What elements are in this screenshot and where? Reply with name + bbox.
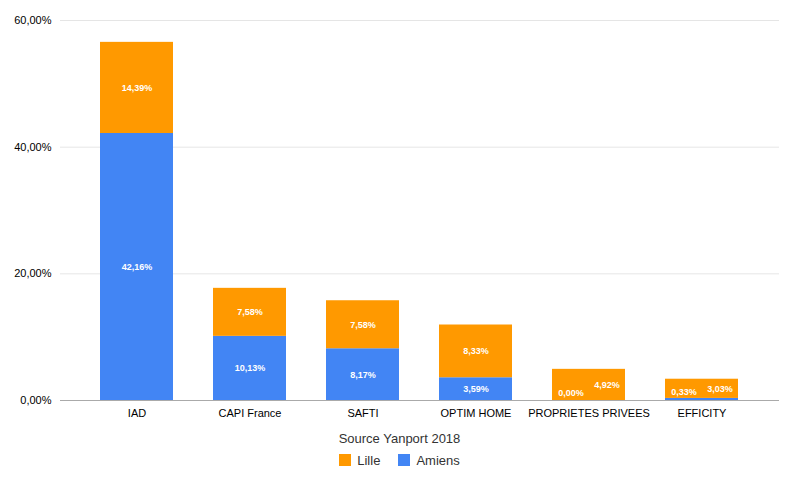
svg-text:8,17%: 8,17% (350, 370, 376, 380)
svg-text:IAD: IAD (128, 407, 146, 419)
html-text:Source Yanport 2018: Source Yanport 2018 (338, 431, 461, 446)
svg-text:CAPI France: CAPI France (219, 407, 282, 419)
svg-text:3,59%: 3,59% (463, 384, 489, 394)
svg-text:0,33%: 0,33% (671, 387, 697, 397)
svg-text:8,33%: 8,33% (463, 346, 489, 356)
svg-text:4,92%: 4,92% (594, 380, 620, 390)
svg-text:EFFICITY: EFFICITY (678, 407, 728, 419)
svg-text:14,39%: 14,39% (122, 83, 153, 93)
svg-text:PROPRIETES PRIVEES: PROPRIETES PRIVEES (528, 407, 650, 419)
svg-text:0,00%: 0,00% (558, 388, 584, 398)
svg-text:0,00%: 0,00% (20, 394, 51, 406)
svg-text:OPTIM HOME: OPTIM HOME (441, 407, 512, 419)
svg-text:SAFTI: SAFTI (347, 407, 378, 419)
html-text:Lille: Lille (357, 452, 381, 468)
svg-text:7,58%: 7,58% (237, 307, 263, 317)
svg-text:10,13%: 10,13% (235, 363, 266, 373)
svg-text:7,58%: 7,58% (350, 320, 376, 330)
svg-text:3,03%: 3,03% (707, 384, 733, 394)
svg-text:20,00%: 20,00% (14, 267, 52, 279)
html-text:Amiens: Amiens (416, 452, 460, 468)
svg-text:40,00%: 40,00% (14, 141, 52, 153)
svg-text:42,16%: 42,16% (122, 262, 153, 272)
svg-text:60,00%: 60,00% (14, 14, 52, 26)
